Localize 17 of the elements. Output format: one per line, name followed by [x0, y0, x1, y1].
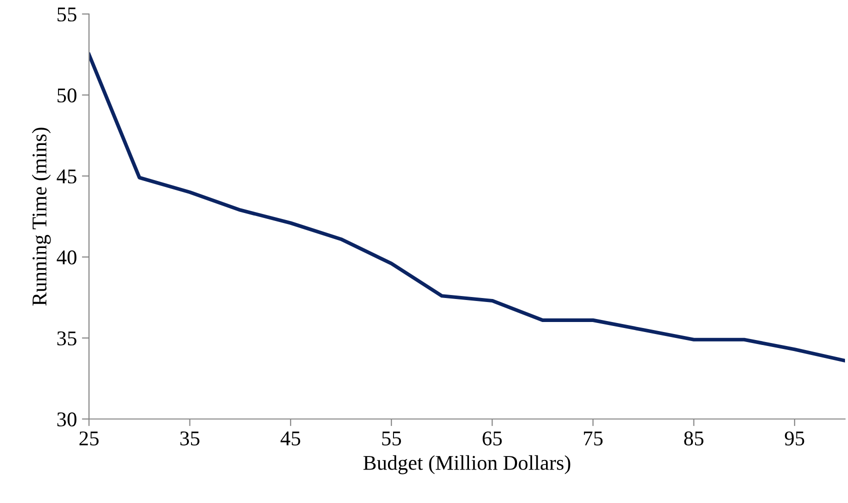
y-tick-label: 55 [58, 8, 76, 22]
x-tick-label: 25 [80, 431, 99, 446]
y-axis-title: Running Time (mins) [32, 128, 51, 306]
x-axis-title: Budget (Million Dollars) [363, 455, 570, 474]
x-tick-label: 35 [180, 431, 200, 446]
x-tick-label: 55 [382, 432, 402, 446]
y-tick-label: 40 [56, 250, 76, 264]
x-tick-label: 65 [482, 431, 502, 446]
x-tick-label: 85 [684, 431, 704, 446]
y-tick-label: 30 [57, 412, 76, 426]
y-tick-label: 35 [57, 331, 76, 346]
line-series [89, 52, 845, 362]
y-tick-label: 45 [56, 170, 76, 184]
x-tick-label: 95 [784, 431, 804, 446]
y-tick-label: 50 [58, 88, 76, 102]
x-tick-label: 75 [584, 432, 603, 446]
x-tick-label: 45 [280, 432, 300, 446]
